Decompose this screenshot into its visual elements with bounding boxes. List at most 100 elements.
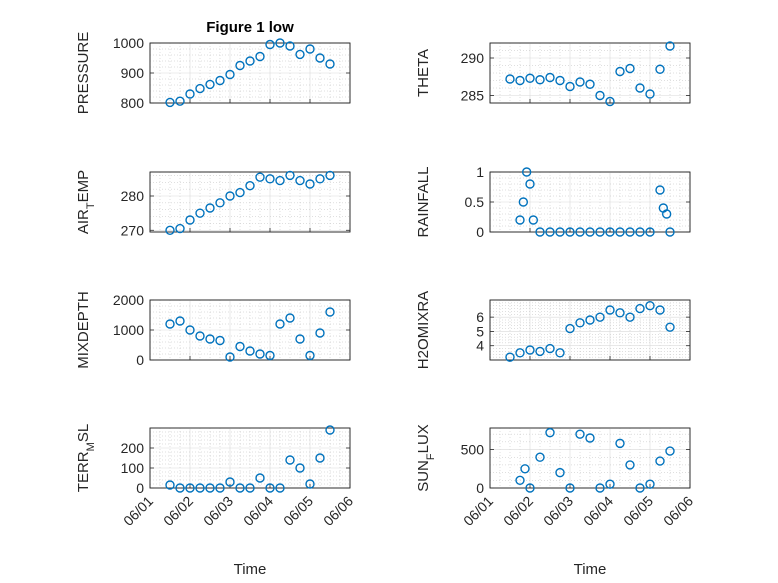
- data-point: [225, 477, 235, 487]
- grid: [150, 172, 350, 232]
- data-point: [555, 467, 565, 478]
- data-point: [165, 97, 175, 108]
- data-point: [285, 313, 295, 323]
- series-markers: [505, 41, 675, 107]
- data-point: [175, 223, 185, 234]
- data-point: [195, 331, 205, 341]
- data-point: [245, 181, 255, 191]
- y-axis-label: H2OMIXRA: [415, 291, 432, 369]
- y-tick-label: 290: [461, 50, 485, 66]
- y-tick-label: 270: [121, 222, 145, 238]
- data-point: [165, 480, 175, 490]
- subplot-4: 0 0.5 1 RAINFALL: [415, 164, 691, 240]
- y-axis-label: MIXDEPTH: [75, 291, 92, 369]
- data-point: [595, 90, 605, 101]
- data-point: [535, 452, 545, 462]
- data-point: [285, 455, 295, 465]
- data-point: [585, 433, 595, 443]
- data-point: [575, 318, 585, 328]
- x-tick-label: 06/06: [320, 493, 356, 529]
- data-point: [195, 83, 205, 94]
- data-point: [235, 483, 245, 493]
- data-point: [175, 96, 185, 106]
- data-point: [635, 303, 645, 314]
- series-markers: [165, 425, 335, 493]
- subplot-3: 270 280 AIRTEMP: [75, 170, 351, 238]
- data-point: [185, 325, 195, 335]
- y-tick-label: 2000: [113, 292, 144, 308]
- data-point: [255, 172, 265, 182]
- y-axis-label: SUNFLUX: [415, 424, 437, 492]
- data-point: [625, 460, 635, 470]
- data-point: [525, 179, 535, 189]
- data-point: [275, 319, 285, 329]
- data-point: [575, 77, 585, 87]
- data-point: [575, 429, 585, 439]
- x-axis-label: Time: [234, 561, 267, 578]
- subplot-5: 0 1000 2000 MIXDEPTH: [75, 291, 351, 369]
- y-axis-label: TERRMSL: [75, 424, 97, 492]
- data-point: [625, 63, 635, 74]
- data-point: [305, 479, 315, 489]
- data-point: [565, 81, 575, 92]
- data-point: [235, 60, 245, 71]
- y-tick-label: 1: [476, 164, 484, 180]
- data-point: [565, 483, 575, 493]
- data-point: [655, 305, 665, 315]
- data-point: [205, 334, 215, 344]
- y-tick-label: 200: [121, 440, 145, 456]
- data-point: [635, 483, 645, 493]
- y-tick-label: 285: [461, 88, 485, 104]
- data-point: [215, 75, 225, 86]
- series-markers: [165, 38, 335, 108]
- axes-border: [489, 427, 691, 489]
- data-point: [555, 348, 565, 358]
- y-tick-label: 1000: [113, 322, 144, 338]
- grid: [490, 172, 690, 232]
- y-tick-label: 1000: [113, 35, 144, 51]
- data-point: [175, 483, 185, 493]
- data-point: [555, 75, 565, 86]
- data-point: [295, 334, 305, 344]
- data-point: [315, 174, 325, 184]
- y-tick-label: 0: [136, 480, 144, 496]
- y-axis-label: AIRTEMP: [75, 170, 97, 234]
- data-point: [195, 483, 205, 493]
- data-point: [205, 483, 215, 493]
- data-point: [595, 312, 605, 322]
- data-point: [215, 198, 225, 208]
- data-point: [325, 425, 335, 435]
- data-point: [305, 44, 315, 54]
- x-tick-label: 06/03: [540, 493, 576, 529]
- x-tick-label: 06/03: [200, 493, 236, 529]
- data-point: [515, 475, 525, 486]
- y-tick-label: 5: [476, 323, 484, 339]
- y-tick-label: 500: [461, 442, 485, 458]
- series-markers: [515, 427, 675, 493]
- data-point: [275, 483, 285, 493]
- data-point: [285, 170, 295, 181]
- y-tick-label: 900: [121, 65, 145, 81]
- x-tick-label: 06/01: [120, 493, 156, 529]
- data-point: [661, 209, 672, 219]
- data-point: [655, 456, 665, 466]
- x-tick-label: 06/04: [580, 493, 616, 529]
- data-point: [165, 225, 175, 235]
- data-point: [555, 227, 565, 237]
- data-point: [615, 227, 625, 237]
- data-point: [295, 175, 305, 186]
- data-point: [535, 346, 545, 357]
- data-point: [545, 427, 555, 438]
- x-tick-label: 06/02: [160, 493, 196, 529]
- y-axis-label: THETA: [415, 49, 432, 97]
- data-point: [175, 316, 185, 326]
- data-point: [225, 352, 235, 362]
- data-point: [275, 38, 285, 48]
- data-point: [325, 307, 335, 317]
- data-point: [645, 479, 655, 489]
- data-point: [520, 464, 530, 474]
- grid: [150, 43, 350, 103]
- data-point: [515, 348, 525, 358]
- data-point: [515, 75, 525, 86]
